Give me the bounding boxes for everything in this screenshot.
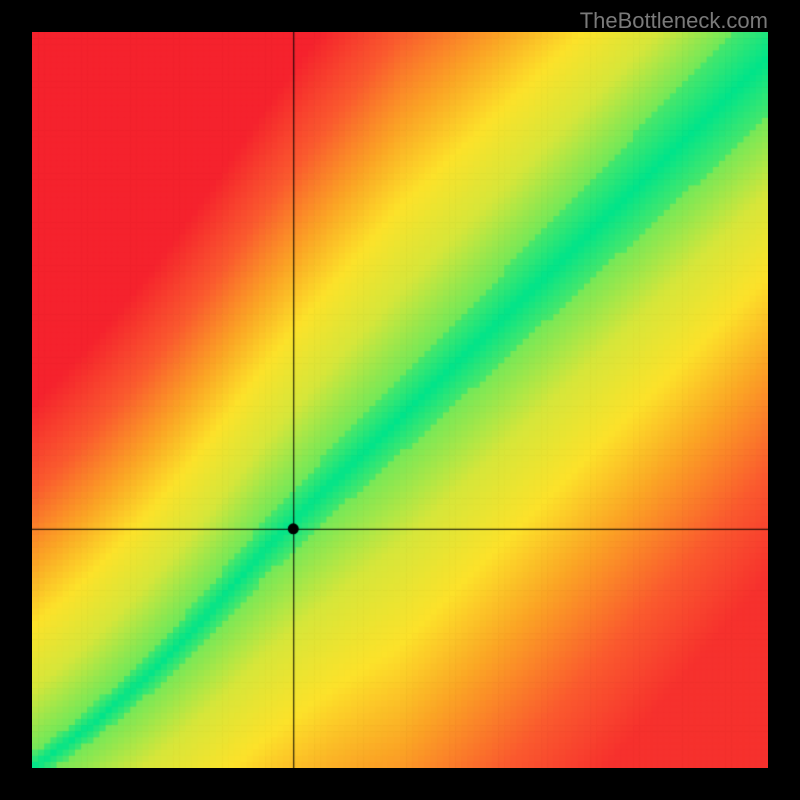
watermark-text: TheBottleneck.com [580,8,768,34]
bottleneck-heatmap [32,32,768,768]
chart-container: { "watermark": { "text": "TheBottleneck.… [0,0,800,800]
